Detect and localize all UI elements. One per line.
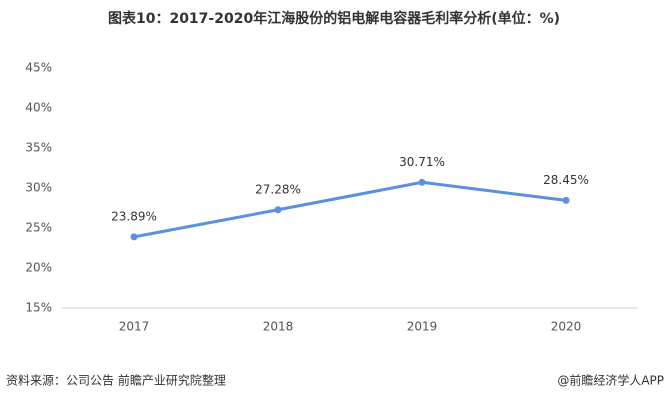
data-label: 30.71% bbox=[399, 155, 445, 169]
y-tick-label: 45% bbox=[25, 61, 52, 75]
source-note: 资料来源：公司公告 前瞻产业研究院整理 bbox=[6, 373, 226, 388]
point bbox=[418, 178, 426, 186]
chart-title: 图表10：2017-2020年江海股份的铝电解电容器毛利率分析(单位：%) bbox=[108, 10, 560, 27]
y-tick-label: 30% bbox=[25, 181, 52, 195]
x-tick-label: 2020 bbox=[551, 320, 582, 334]
line bbox=[133, 180, 567, 239]
x-tick-label: 2019 bbox=[407, 320, 438, 334]
data-label: 27.28% bbox=[255, 182, 301, 196]
y-tick-label: 20% bbox=[25, 261, 52, 275]
y-tick-label: 40% bbox=[25, 101, 52, 115]
point bbox=[130, 233, 138, 241]
y-tick-label: 25% bbox=[25, 221, 52, 235]
data-label: 23.89% bbox=[111, 209, 157, 223]
y-tick-label: 15% bbox=[25, 301, 52, 315]
x-tick-label: 2017 bbox=[119, 320, 150, 334]
point bbox=[562, 196, 570, 204]
data-label: 28.45% bbox=[543, 173, 589, 187]
brand-note: @前瞻经济学人APP bbox=[557, 373, 664, 388]
x-tick-label: 2018 bbox=[263, 320, 294, 334]
point bbox=[274, 206, 282, 214]
y-tick-label: 35% bbox=[25, 141, 52, 155]
